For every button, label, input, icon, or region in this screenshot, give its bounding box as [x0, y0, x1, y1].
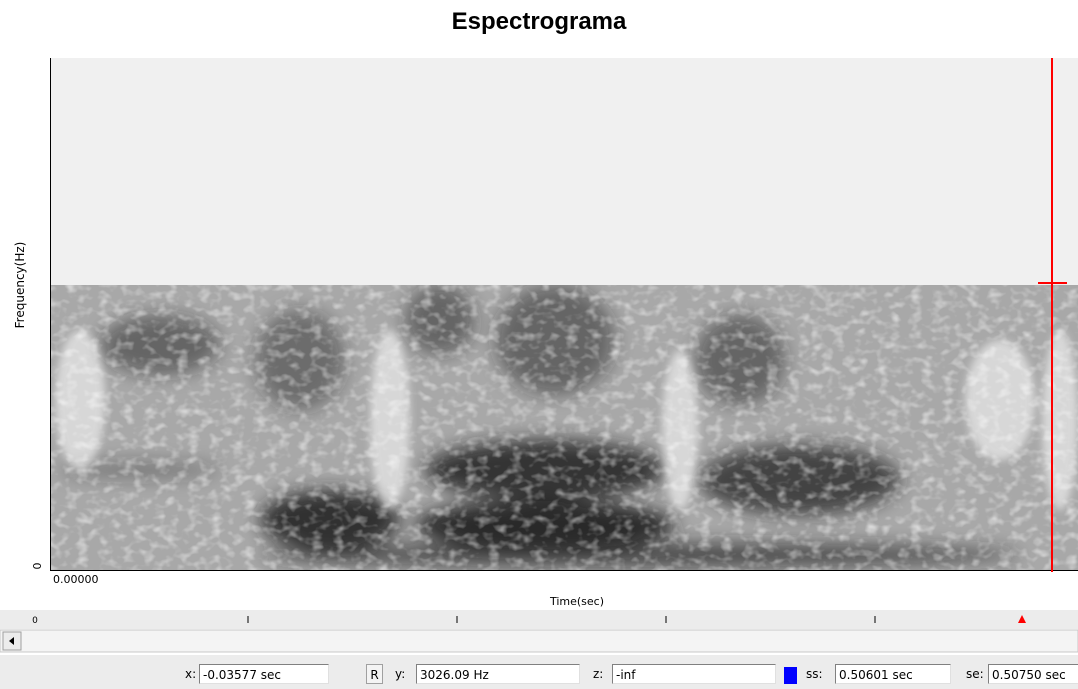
y-label: y: — [395, 667, 406, 681]
x-field[interactable]: -0.03577 sec — [199, 664, 329, 684]
z-label: z: — [593, 667, 604, 681]
color-indicator — [784, 667, 797, 684]
ruler-ticks — [247, 616, 876, 623]
timeline: 0 — [0, 610, 1078, 653]
r-button[interactable]: R — [366, 664, 383, 684]
se-label: se: — [966, 667, 984, 681]
z-field[interactable]: -inf — [612, 664, 776, 684]
spectrogram-image — [51, 285, 1078, 570]
scroll-left-arrow — [9, 637, 14, 645]
y-field[interactable]: 3026.09 Hz — [416, 664, 580, 684]
x-label: x: — [185, 667, 197, 681]
ruler-label: 0 — [32, 616, 38, 626]
scrollbar[interactable] — [0, 629, 1078, 653]
title: Espectrograma — [451, 8, 627, 35]
ruler — [0, 610, 1078, 629]
ruler-marker — [1018, 615, 1026, 623]
y-tick-label: 0 — [31, 563, 44, 570]
spectrogram-plot: Frequency(Hz) 0 0.00000 Time(sec) — [13, 58, 1078, 608]
y-axis-label: Frequency(Hz) — [13, 242, 27, 329]
empty-band — [51, 58, 1078, 285]
ss-field[interactable]: 0.50601 sec — [835, 664, 951, 684]
se-field[interactable]: 0.50750 sec — [988, 664, 1078, 684]
x-tick-label: 0.00000 — [53, 573, 99, 586]
x-axis-label: Time(sec) — [549, 595, 604, 608]
ss-label: ss: — [806, 667, 823, 681]
